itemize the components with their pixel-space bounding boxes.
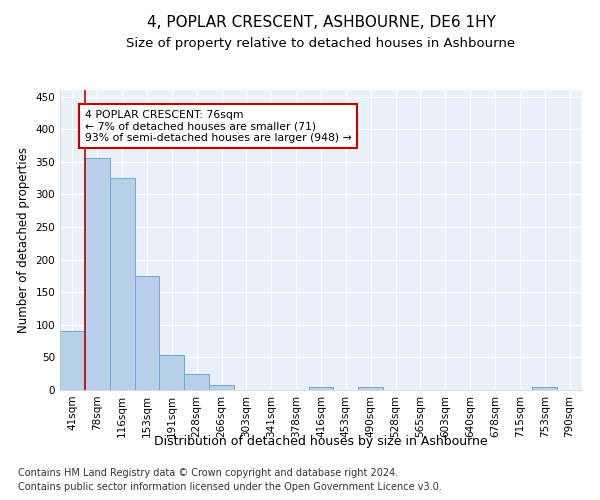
Bar [209,385,234,390]
Text: Size of property relative to detached houses in Ashbourne: Size of property relative to detached ho… [127,38,515,51]
Bar [532,388,557,390]
Text: Contains HM Land Registry data © Crown copyright and database right 2024.: Contains HM Land Registry data © Crown c… [18,468,398,477]
Bar [134,276,160,390]
Bar [85,158,110,390]
Bar [60,332,85,390]
Y-axis label: Number of detached properties: Number of detached properties [17,147,30,333]
Bar [308,388,334,390]
Text: 4 POPLAR CRESCENT: 76sqm
← 7% of detached houses are smaller (71)
93% of semi-de: 4 POPLAR CRESCENT: 76sqm ← 7% of detache… [85,110,352,143]
Bar [160,356,184,390]
Text: Contains public sector information licensed under the Open Government Licence v3: Contains public sector information licen… [18,482,442,492]
Bar [184,374,209,390]
Text: 4, POPLAR CRESCENT, ASHBOURNE, DE6 1HY: 4, POPLAR CRESCENT, ASHBOURNE, DE6 1HY [146,15,496,30]
Bar [358,386,383,390]
Bar [110,178,134,390]
Text: Distribution of detached houses by size in Ashbourne: Distribution of detached houses by size … [154,435,488,448]
